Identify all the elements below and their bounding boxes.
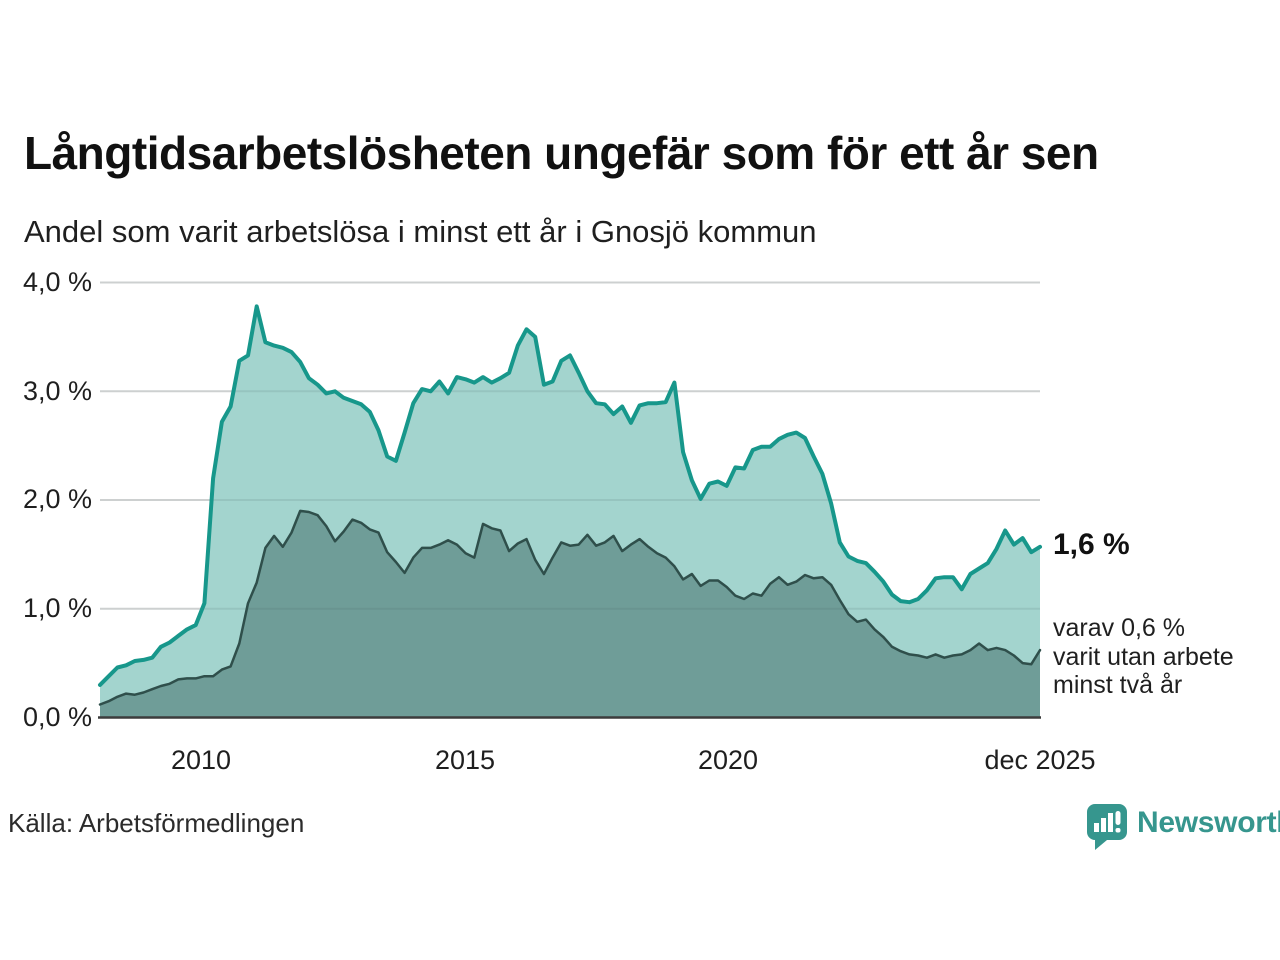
y-axis-tick-4: 4,0 % <box>22 267 92 297</box>
source-credit: Källa: Arbetsförmedlingen <box>8 808 305 838</box>
y-axis-tick-3: 3,0 % <box>22 376 92 406</box>
series-end-value-label: 1,6 % <box>1053 528 1130 561</box>
annotation-line-2: varit utan arbete <box>1053 642 1234 671</box>
x-axis-tick-dec-2025: dec 2025 <box>984 745 1096 775</box>
secondary-series-annotation: varav 0,6 % varit utan arbete minst två … <box>1053 614 1234 700</box>
x-axis-tick-2015: 2015 <box>434 745 496 775</box>
brand-logo-group: Newsworthy <box>1087 804 1280 852</box>
newsworthy-logo-icon <box>1087 804 1127 857</box>
annotation-line-3: minst två år <box>1053 671 1183 699</box>
annotation-line-1: varav 0,6 % <box>1053 614 1186 642</box>
page-title: Långtidsarbetslösheten ungefär som för e… <box>24 127 1099 179</box>
x-axis-tick-2020: 2020 <box>697 745 759 775</box>
page-subtitle: Andel som varit arbetslösa i minst ett å… <box>24 214 817 249</box>
y-axis-tick-1: 1,0 % <box>22 593 92 623</box>
y-axis-tick-2: 2,0 % <box>22 484 92 514</box>
x-axis-tick-2010: 2010 <box>170 745 232 775</box>
y-axis-tick-0: 0,0 % <box>22 702 92 732</box>
brand-name: Newsworthy <box>1137 806 1280 839</box>
